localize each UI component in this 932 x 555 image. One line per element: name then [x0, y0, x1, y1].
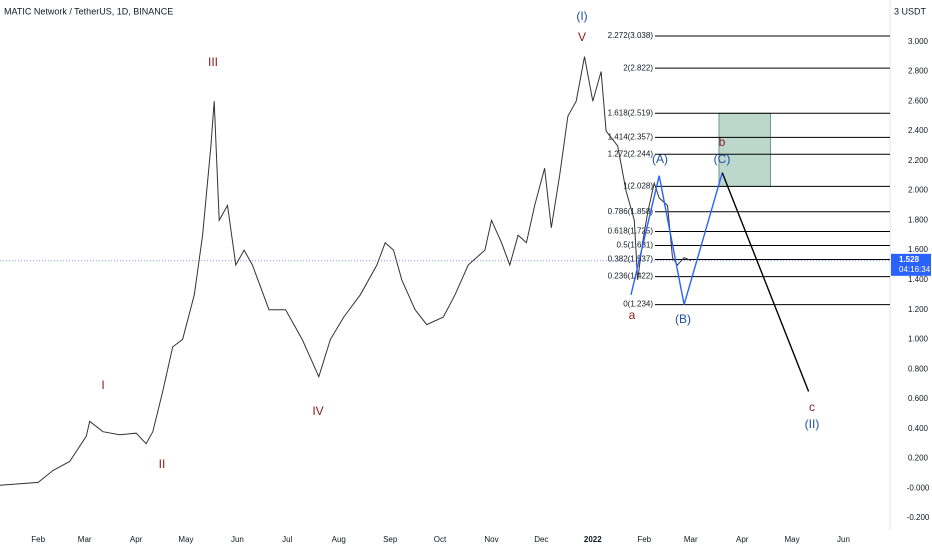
price-line: [0, 56, 691, 486]
y-tick-label: -0.000: [907, 483, 930, 492]
fib-label: 0.5(1.631): [617, 241, 654, 250]
y-tick-label: 2.000: [908, 186, 929, 195]
fib-label: 1.272(2.244): [608, 149, 654, 158]
x-tick-label: May: [784, 535, 799, 544]
y-tick-label: 0.200: [908, 454, 929, 463]
wave-label: (B): [675, 312, 691, 326]
wave-label: (A): [652, 152, 668, 166]
wave-path: [630, 172, 723, 305]
fib-label: 1.618(2.519): [608, 108, 654, 117]
x-tick-label: Jun: [231, 535, 244, 544]
x-tick-label: Jul: [282, 535, 292, 544]
y-tick-label: 2.200: [908, 156, 929, 165]
countdown: 04:16:34: [899, 265, 931, 274]
wave-label: III: [208, 55, 218, 69]
x-tick-label: Oct: [434, 535, 447, 544]
y-tick-label: 3.000: [908, 37, 929, 46]
fib-label: 1(2.028): [623, 182, 653, 191]
x-tick-label: 2022: [584, 535, 602, 544]
fib-label: 1.414(2.357): [608, 133, 654, 142]
y-tick-label: 0.400: [908, 424, 929, 433]
currency: 3 USDT: [894, 6, 927, 16]
x-tick-label: Dec: [534, 535, 548, 544]
wave-label: (II): [805, 417, 820, 431]
last-price-tag: [891, 253, 931, 276]
x-tick-label: May: [178, 535, 193, 544]
y-tick-label: 1.000: [908, 335, 929, 344]
y-tick-label: 2.400: [908, 126, 929, 135]
fib-label: 0.786(1.858): [608, 207, 654, 216]
x-tick-label: Mar: [684, 535, 698, 544]
fib-label: 0.382(1.537): [608, 255, 654, 264]
fib-label: 2.272(3.038): [608, 31, 654, 40]
x-tick-label: Feb: [31, 535, 45, 544]
target-path: [721, 172, 810, 392]
last-price-label: 1.528: [899, 255, 920, 264]
chart-title: MATIC Network / TetherUS, 1D, BINANCE: [4, 6, 173, 16]
wave-label: c: [809, 400, 815, 414]
y-tick-label: 1.800: [908, 215, 929, 224]
y-tick-label: 1.400: [908, 275, 929, 284]
x-tick-label: Apr: [736, 535, 749, 544]
y-tick-label: 1.200: [908, 305, 929, 314]
fib-label: 0.236(1.422): [608, 272, 654, 281]
y-tick-label: -0.200: [907, 513, 930, 522]
target-zone: [718, 112, 771, 187]
y-tick-label: 0.600: [908, 394, 929, 403]
wave-label: (C): [714, 152, 731, 166]
wave-label: b: [719, 135, 726, 149]
y-tick-label: 1.600: [908, 245, 929, 254]
fib-label: 0(1.234): [623, 300, 653, 309]
y-tick-label: 0.800: [908, 364, 929, 373]
wave-label: IV: [312, 404, 323, 418]
wave-label: I: [101, 378, 104, 392]
fib-label: 0.618(1.725): [608, 227, 654, 236]
x-tick-label: Nov: [484, 535, 498, 544]
x-tick-label: Feb: [637, 535, 651, 544]
x-tick-label: Aug: [332, 535, 346, 544]
wave-label: a: [629, 308, 636, 322]
wave-label: V: [578, 30, 586, 44]
x-tick-label: Sep: [383, 535, 398, 544]
x-tick-label: Jun: [837, 535, 850, 544]
y-tick-label: 2.800: [908, 67, 929, 76]
x-tick-label: Apr: [130, 535, 143, 544]
fib-label: 2(2.822): [623, 63, 653, 72]
wave-label: (I): [576, 9, 587, 23]
wave-label: II: [159, 457, 166, 471]
y-tick-label: 2.600: [908, 96, 929, 105]
x-tick-label: Mar: [78, 535, 92, 544]
